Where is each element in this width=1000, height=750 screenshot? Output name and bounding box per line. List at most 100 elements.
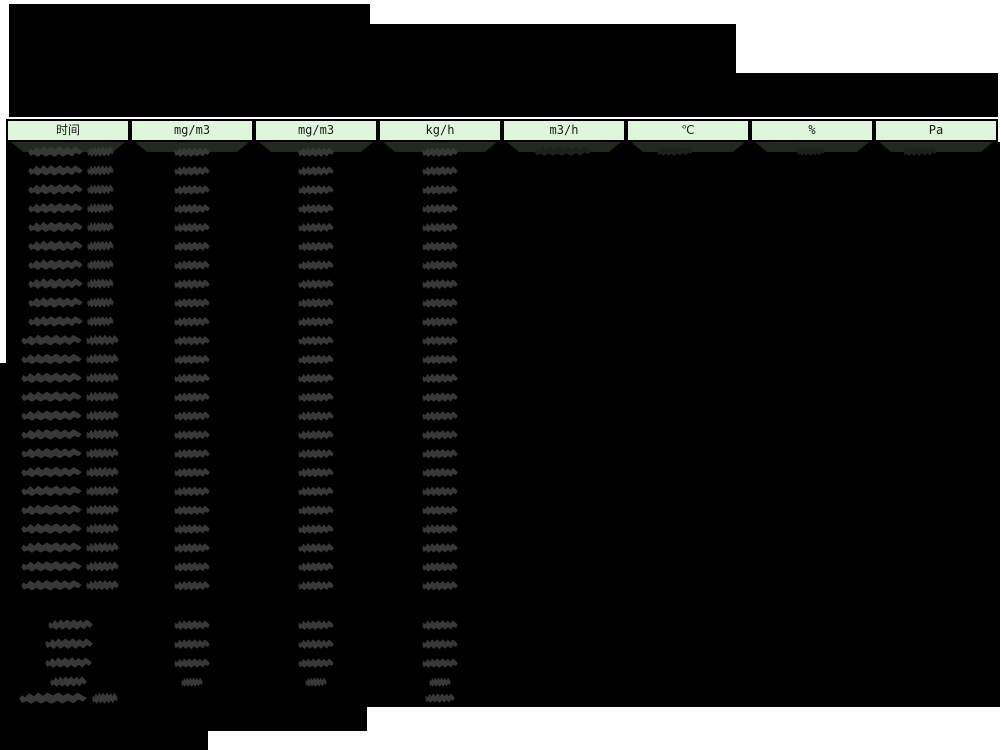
redacted-value: [422, 260, 458, 271]
redaction-block-title-middle: [370, 24, 736, 117]
redacted-timestamp: [28, 221, 83, 233]
redacted-timestamp: [87, 240, 114, 252]
redacted-timestamp: [21, 579, 82, 591]
redacted-value: [174, 373, 210, 384]
redacted-summary-value: [174, 658, 210, 669]
redacted-value: [422, 392, 458, 403]
redacted-value: [174, 467, 210, 478]
redacted-value: [422, 203, 458, 214]
redacted-limit-label: [92, 692, 118, 704]
redacted-timestamp: [87, 259, 114, 271]
redacted-value: [422, 524, 458, 535]
redacted-timestamp: [21, 372, 82, 384]
redacted-value: [298, 241, 334, 252]
redacted-value: [298, 561, 334, 572]
redacted-timestamp: [28, 183, 83, 195]
redacted-value: [298, 392, 334, 403]
redaction-bottom-step-1: [0, 707, 367, 731]
redacted-value: [298, 524, 334, 535]
table-header-frame: [6, 119, 998, 142]
redacted-timestamp: [28, 146, 83, 157]
redacted-value: [422, 241, 458, 252]
redacted-timestamp: [87, 146, 114, 157]
redacted-summary-value: [174, 639, 210, 650]
redacted-value: [422, 222, 458, 233]
redacted-limit-value: [425, 693, 455, 704]
redacted-value: [298, 316, 334, 327]
redacted-timestamp: [28, 297, 83, 308]
column-header-temperature: ℃: [628, 121, 748, 140]
redacted-timestamp: [21, 353, 82, 365]
redacted-value: [174, 316, 210, 327]
redacted-value: [422, 580, 458, 591]
redacted-timestamp: [86, 485, 119, 497]
redacted-value: [174, 411, 210, 421]
redacted-value: [298, 373, 334, 384]
redacted-value: [422, 166, 458, 176]
redacted-value-faint: [797, 146, 825, 157]
redacted-value: [174, 543, 210, 553]
redacted-value: [298, 354, 334, 365]
redacted-value: [298, 260, 334, 271]
column-header-pressure: Pa: [876, 121, 996, 140]
redacted-value: [174, 203, 210, 214]
redacted-value: [298, 203, 334, 214]
redacted-timestamp: [86, 391, 119, 403]
redacted-value: [422, 297, 458, 308]
redacted-timestamp: [21, 523, 82, 534]
redacted-timestamp: [86, 560, 119, 572]
redacted-value: [298, 580, 334, 591]
redacted-timestamp: [28, 202, 83, 214]
redacted-value: [174, 524, 210, 535]
redacted-value: [174, 241, 210, 252]
redacted-summary-label: [48, 619, 93, 630]
redacted-summary-label: [45, 657, 92, 668]
redacted-summary-value: [422, 639, 458, 650]
redacted-value: [422, 561, 458, 572]
redacted-value: [174, 486, 210, 497]
redacted-value: [298, 505, 334, 516]
redacted-timestamp: [28, 240, 83, 252]
redacted-timestamp: [86, 447, 119, 459]
redacted-summary-value: [305, 677, 327, 688]
redaction-block-title-right: [736, 73, 998, 117]
redacted-timestamp: [86, 429, 119, 440]
header-shadow-strip: [383, 142, 497, 152]
redacted-value: [298, 335, 334, 346]
redacted-timestamp: [21, 504, 82, 516]
redacted-value: [422, 147, 458, 158]
redacted-summary-value: [174, 620, 210, 631]
redacted-timestamp: [21, 447, 82, 459]
redacted-timestamp: [86, 523, 119, 534]
redacted-value: [174, 166, 210, 176]
redacted-timestamp: [21, 429, 82, 440]
redacted-timestamp: [86, 334, 119, 346]
redacted-value: [422, 486, 458, 497]
redacted-value: [174, 354, 210, 365]
redacted-summary-value: [422, 620, 458, 631]
redacted-timestamp: [87, 221, 114, 233]
redacted-timestamp: [21, 410, 82, 421]
redacted-value: [422, 184, 458, 195]
redacted-timestamp: [28, 278, 83, 289]
redacted-value: [422, 467, 458, 478]
redacted-value: [422, 354, 458, 365]
redacted-value: [174, 580, 210, 591]
redacted-summary-value: [298, 620, 334, 631]
redacted-value: [298, 184, 334, 195]
redacted-value: [174, 561, 210, 572]
redacted-value: [174, 429, 210, 440]
redacted-value: [422, 279, 458, 289]
redacted-value: [174, 184, 210, 195]
redacted-value: [298, 486, 334, 497]
redacted-value: [422, 373, 458, 384]
header-shadow-strip: [879, 142, 993, 152]
redacted-limit-label: [19, 692, 87, 704]
header-shadow-strip: [507, 142, 621, 152]
redacted-value: [298, 166, 334, 176]
redacted-value: [298, 297, 334, 308]
redacted-value: [174, 448, 210, 459]
redacted-value: [174, 260, 210, 271]
redacted-timestamp: [86, 579, 119, 591]
